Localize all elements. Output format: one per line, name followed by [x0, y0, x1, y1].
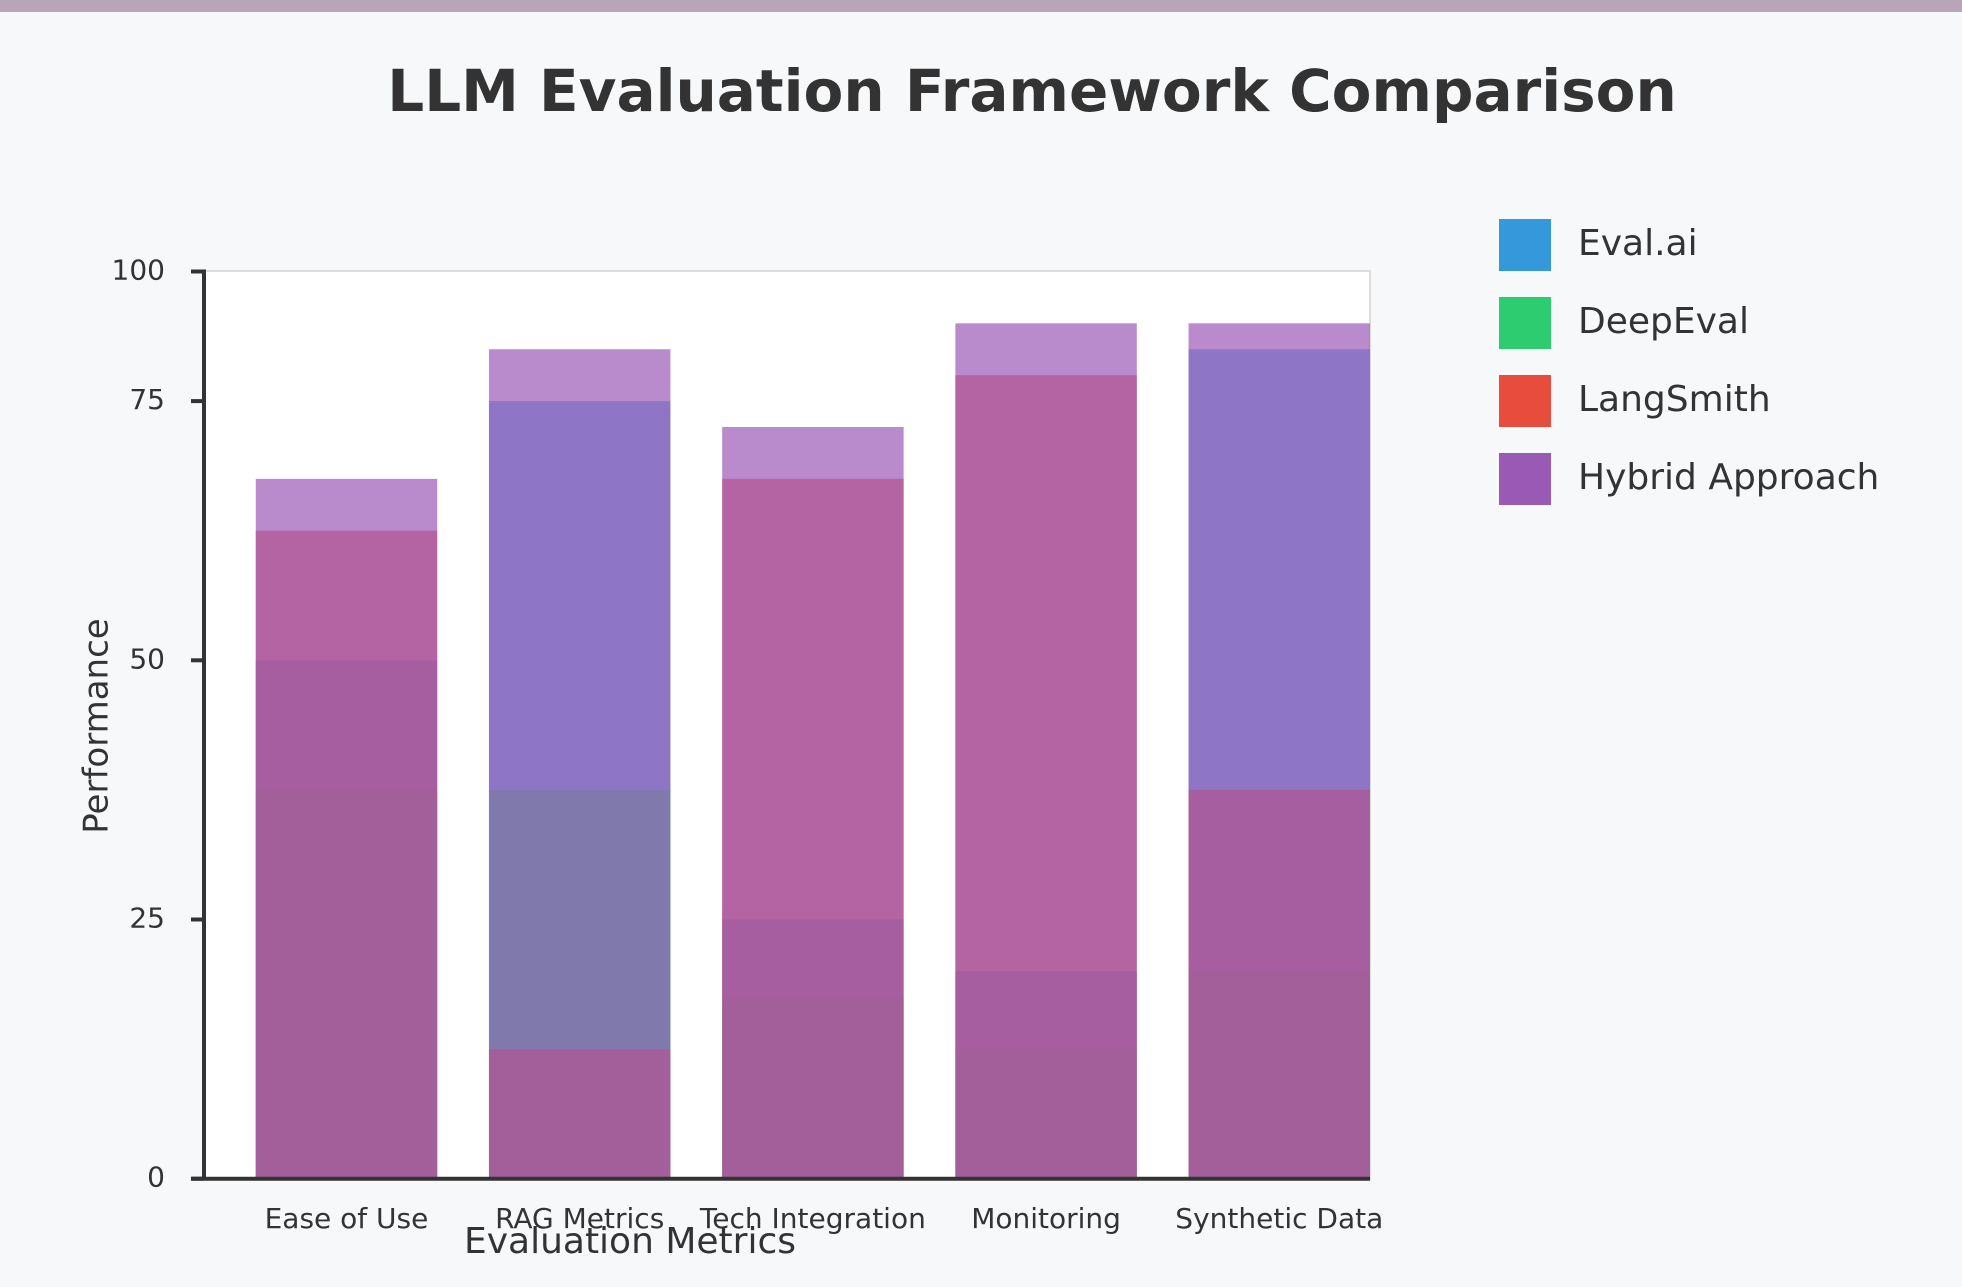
bar: [255, 478, 438, 1179]
x-tick-label: Ease of Use: [265, 1202, 429, 1235]
y-tick-label: 50: [129, 642, 165, 675]
x-tick-label: Monitoring: [971, 1202, 1121, 1235]
x-axis-title: Evaluation Metrics: [464, 1221, 796, 1262]
x-tick-label: RAG Metrics: [495, 1202, 664, 1235]
bar: [1188, 323, 1370, 1179]
x-tick-label: Synthetic Data: [1175, 1202, 1383, 1235]
bar: [722, 427, 904, 1179]
x-tick-label: Tech Integration: [699, 1202, 926, 1235]
legend-label: DeepEval: [1578, 301, 1749, 342]
legend-swatch: [1499, 219, 1551, 271]
top-bar: [0, 0, 1962, 12]
y-tick-label: 0: [147, 1161, 165, 1194]
bar: [955, 323, 1137, 1179]
chart-title: LLM Evaluation Framework Comparison: [387, 57, 1677, 125]
legend-swatch: [1499, 453, 1551, 505]
legend-swatch: [1499, 297, 1551, 349]
legend-label: Eval.ai: [1578, 223, 1698, 264]
y-tick-label: 25: [129, 902, 165, 935]
legend-swatch: [1499, 375, 1551, 427]
legend-label: LangSmith: [1578, 379, 1771, 420]
legend-label: Hybrid Approach: [1578, 457, 1879, 498]
bar: [488, 349, 671, 1179]
y-axis-title: Performance: [77, 618, 117, 833]
y-tick-label: 75: [129, 383, 165, 416]
y-tick-label: 100: [112, 254, 165, 287]
